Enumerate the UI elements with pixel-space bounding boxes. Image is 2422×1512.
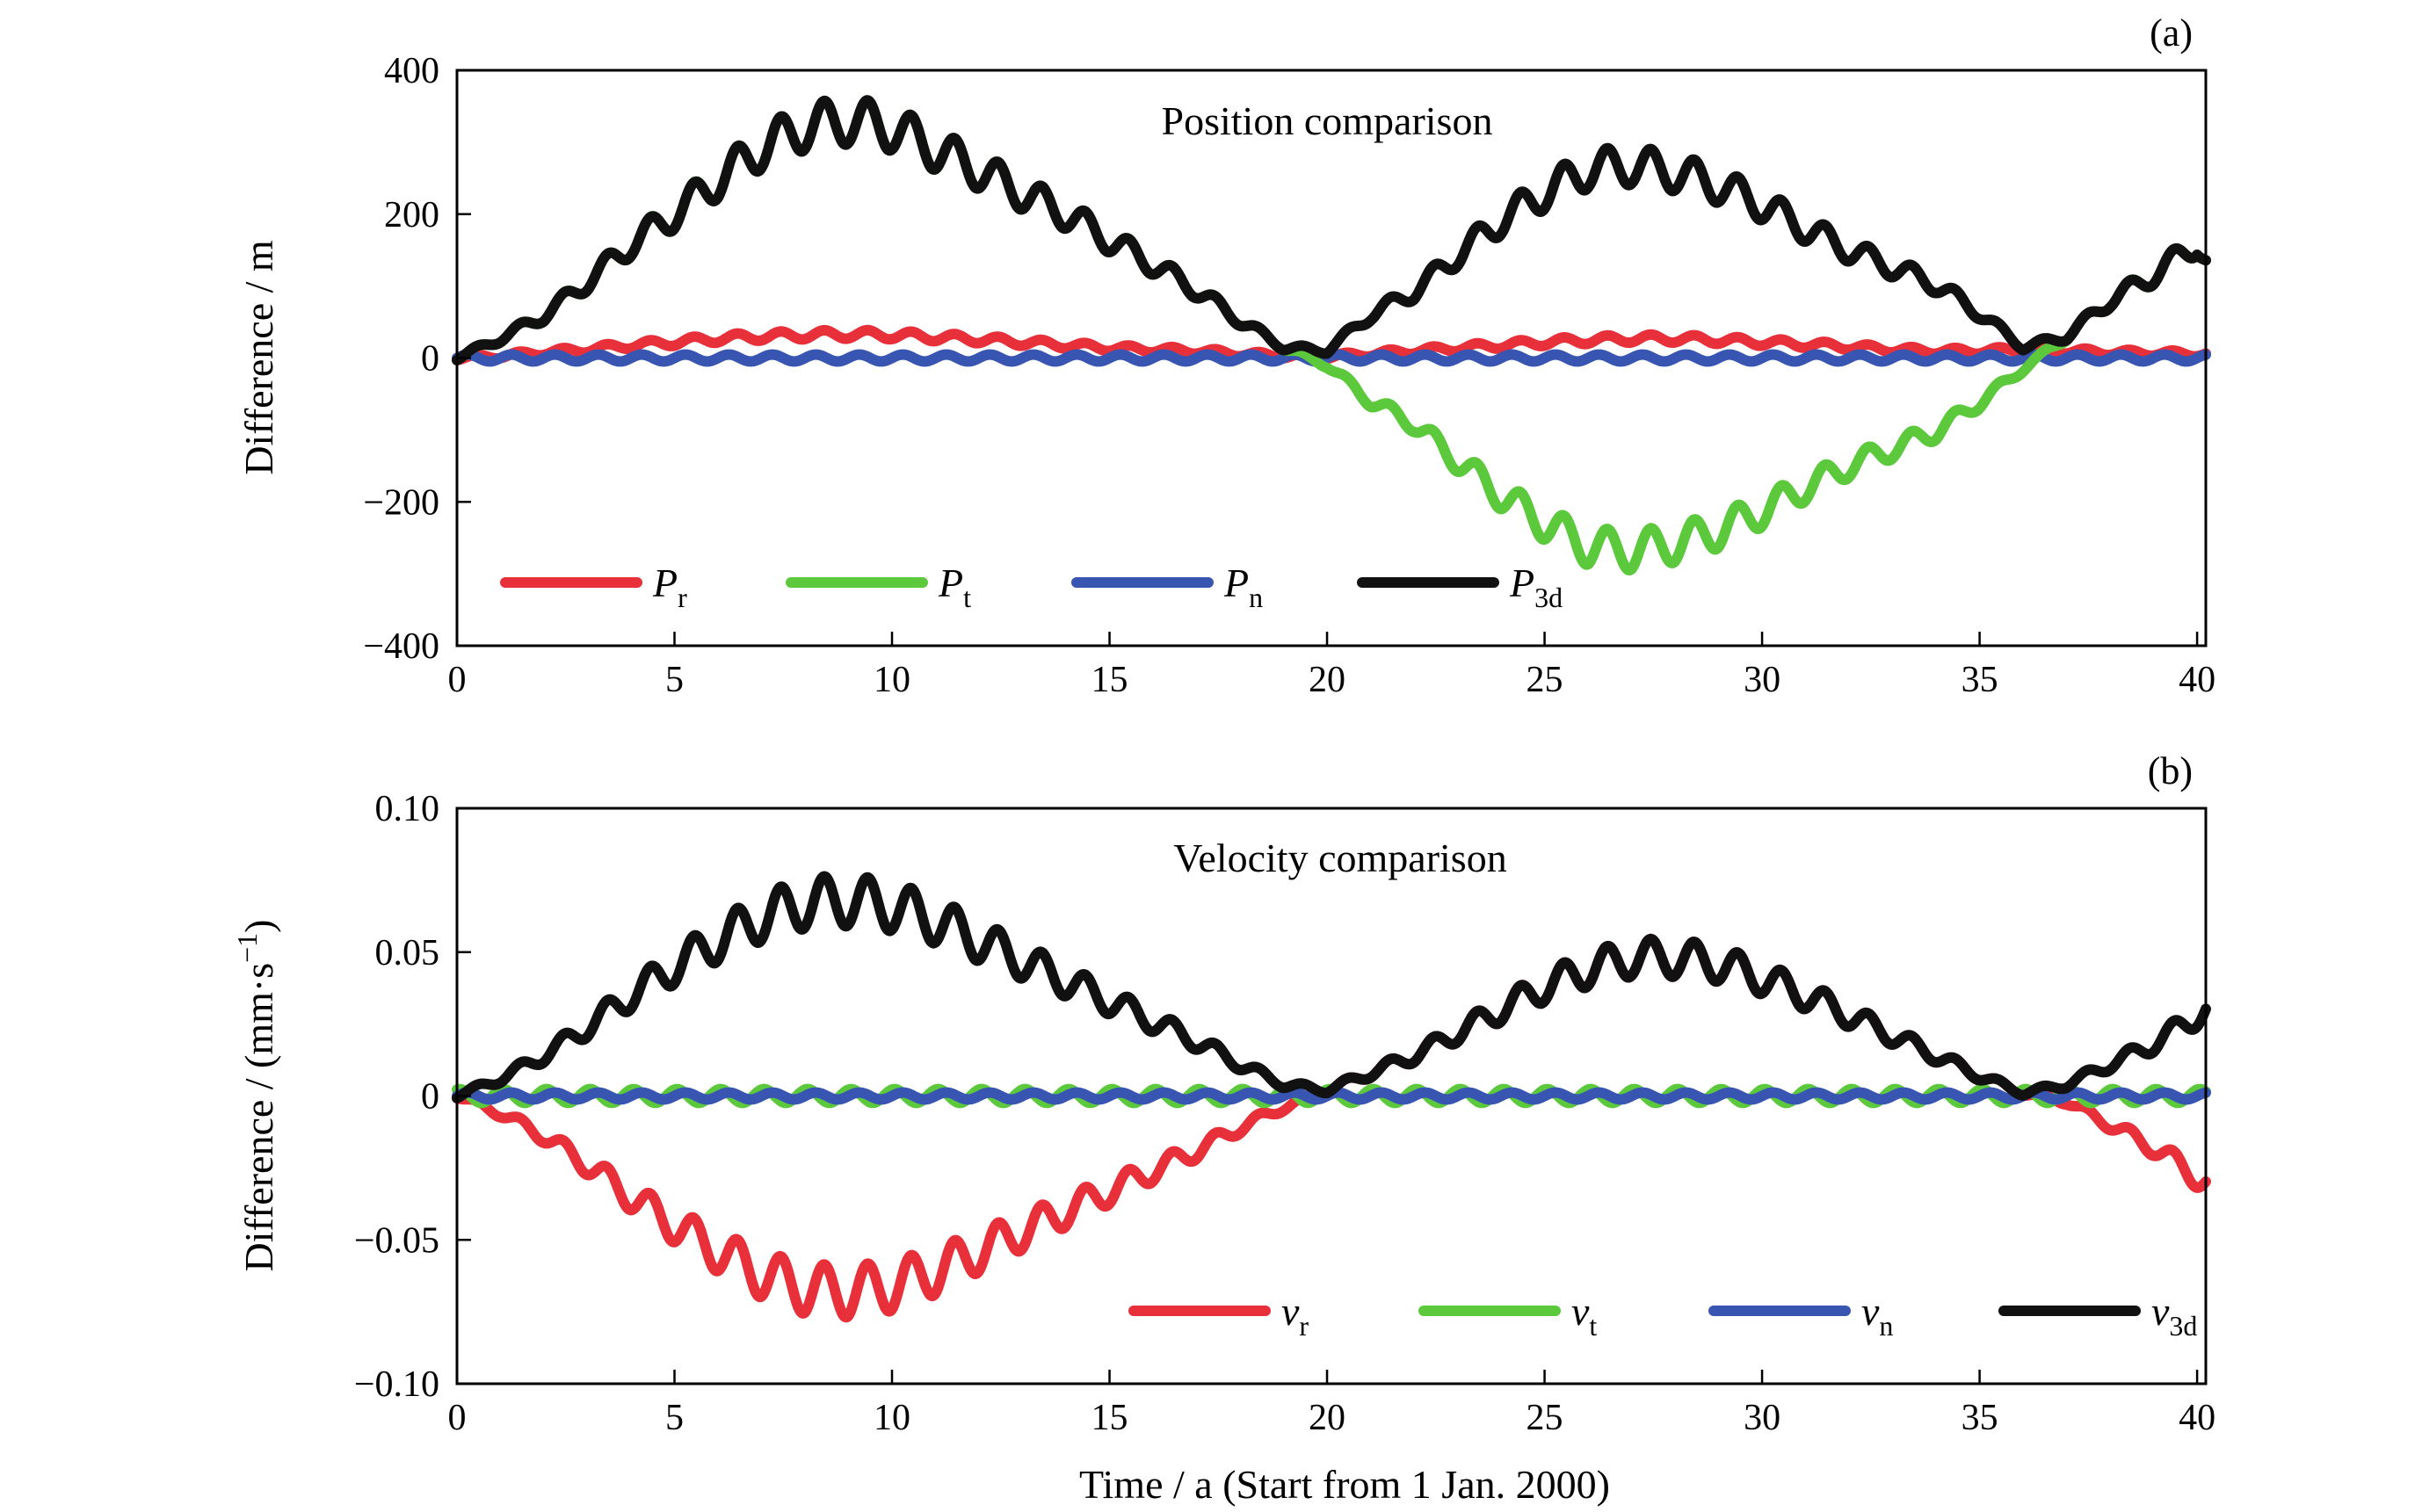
y-tick-label-a-3: −200 bbox=[363, 482, 439, 523]
y-tick-label-b-2: 0 bbox=[421, 1077, 439, 1118]
x-tick-label-a-8: 40 bbox=[2179, 660, 2215, 700]
panel-tag-b: (b) bbox=[2148, 749, 2193, 792]
series-line-b-3d bbox=[452, 871, 2211, 1103]
y-tick-label-a-2: 0 bbox=[421, 339, 439, 380]
legend-label-main-a-r: P bbox=[652, 561, 678, 605]
y-tick-label-b-1: 0.05 bbox=[375, 933, 440, 973]
legend-b: vr vt vn v3d bbox=[1128, 1289, 2197, 1342]
legend-label-sub-a-n: n bbox=[1249, 582, 1263, 613]
x-tick-label-b-4: 20 bbox=[1309, 1398, 1345, 1438]
legend-label-sub-a-r: r bbox=[678, 582, 687, 613]
x-tick-label-a-3: 15 bbox=[1091, 660, 1128, 700]
y-tick-label-b-0: 0.10 bbox=[375, 789, 440, 829]
x-tick-label-b-2: 10 bbox=[874, 1398, 910, 1438]
ylabel-b: Difference / (mm·s−1) bbox=[231, 919, 281, 1271]
x-tick-label-b-7: 35 bbox=[1962, 1398, 1998, 1438]
series-group-b bbox=[452, 871, 2211, 1323]
x-tick-label-b-6: 30 bbox=[1744, 1398, 1780, 1438]
panel-b: 0 5 10 15 20 25 30 35 400.100.050−0.05−0.10 (b) … bbox=[231, 749, 2215, 1438]
legend-label-main-a-n: P bbox=[1223, 561, 1249, 605]
legend-label-sub-b-n: n bbox=[1879, 1310, 1893, 1342]
legend-label-main-b-3d: v bbox=[2151, 1289, 2170, 1334]
x-tick-label-b-0: 0 bbox=[448, 1398, 467, 1438]
x-tick-label-a-4: 20 bbox=[1309, 660, 1345, 700]
legend-label-a-n: Pn bbox=[1223, 561, 1263, 613]
y-tick-label-b-4: −0.10 bbox=[354, 1364, 439, 1405]
x-tick-label-a-7: 35 bbox=[1962, 660, 1998, 700]
series-line-b-r bbox=[452, 933, 2211, 1323]
x-tick-label-a-2: 10 bbox=[874, 660, 910, 700]
x-tick-label-b-1: 5 bbox=[665, 1398, 684, 1438]
ylabel-a: Difference / m bbox=[236, 240, 281, 475]
legend-label-main-b-r: v bbox=[1281, 1289, 1300, 1334]
legend-label-b-3d: v3d bbox=[2151, 1289, 2197, 1342]
panel-tag-a: (a) bbox=[2150, 11, 2193, 54]
panel-title-a: Position comparison bbox=[1162, 98, 1493, 143]
legend-label-main-b-t: v bbox=[1571, 1289, 1590, 1334]
x-tick-label-a-0: 0 bbox=[448, 660, 467, 700]
x-tick-label-b-3: 15 bbox=[1091, 1398, 1128, 1438]
legend-label-sub-b-3d: 3d bbox=[2169, 1310, 2197, 1342]
series-line-a-3d bbox=[452, 95, 2211, 365]
y-tick-label-a-1: 200 bbox=[384, 195, 439, 235]
ticks-a: 0 5 10 15 20 25 30 35 40 400 200 0 −200 −400 bbox=[363, 51, 2215, 700]
x-axis-title: Time / a (Start from 1 Jan. 2000) bbox=[1079, 1462, 1610, 1507]
ylabel-b-main: Difference / (mm·s bbox=[236, 963, 281, 1272]
legend-label-b-r: vr bbox=[1281, 1289, 1309, 1342]
legend-label-a-3d: P3d bbox=[1509, 561, 1563, 613]
legend-label-b-t: vt bbox=[1571, 1289, 1597, 1342]
x-tick-label-a-5: 25 bbox=[1526, 660, 1563, 700]
ticks-b: 0 5 10 15 20 25 30 35 40 0.10 0.05 0 −0.05 −0.10 bbox=[354, 789, 2215, 1438]
y-tick-label-b-3: −0.05 bbox=[354, 1220, 439, 1261]
legend-label-a-t: Pt bbox=[938, 561, 971, 613]
x-tick-label-a-1: 5 bbox=[665, 660, 684, 700]
legend-a: Pr Pt Pn P3d bbox=[500, 561, 1563, 613]
y-tick-label-a-0: 400 bbox=[384, 51, 439, 91]
x-tick-label-a-6: 30 bbox=[1744, 660, 1780, 700]
legend-label-main-b-n: v bbox=[1861, 1289, 1880, 1334]
ylabel-b-exp: −1 bbox=[231, 933, 263, 963]
legend-label-b-n: vn bbox=[1861, 1289, 1893, 1342]
legend-label-sub-b-t: t bbox=[1589, 1310, 1597, 1342]
x-tick-label-b-5: 25 bbox=[1526, 1398, 1563, 1438]
ylabel-b-close: ) bbox=[236, 919, 281, 932]
y-tick-label-a-4: −400 bbox=[363, 626, 439, 667]
legend-label-sub-a-t: t bbox=[963, 582, 971, 613]
legend-label-a-r: Pr bbox=[652, 561, 687, 613]
legend-label-main-a-3d: P bbox=[1509, 561, 1534, 605]
panel-title-b: Velocity comparison bbox=[1173, 836, 1506, 880]
series-group-a bbox=[452, 95, 2211, 575]
x-tick-label-b-8: 40 bbox=[2179, 1398, 2215, 1438]
legend-label-sub-a-3d: 3d bbox=[1534, 582, 1563, 613]
legend-label-main-a-t: P bbox=[938, 561, 963, 605]
series-line-a-t bbox=[452, 95, 2211, 575]
legend-label-sub-b-r: r bbox=[1299, 1310, 1309, 1342]
panel-a: 0 5 10 15 20 25 30 35 40 400 200 0 −200 −400 (a) Posi… bbox=[236, 11, 2215, 700]
